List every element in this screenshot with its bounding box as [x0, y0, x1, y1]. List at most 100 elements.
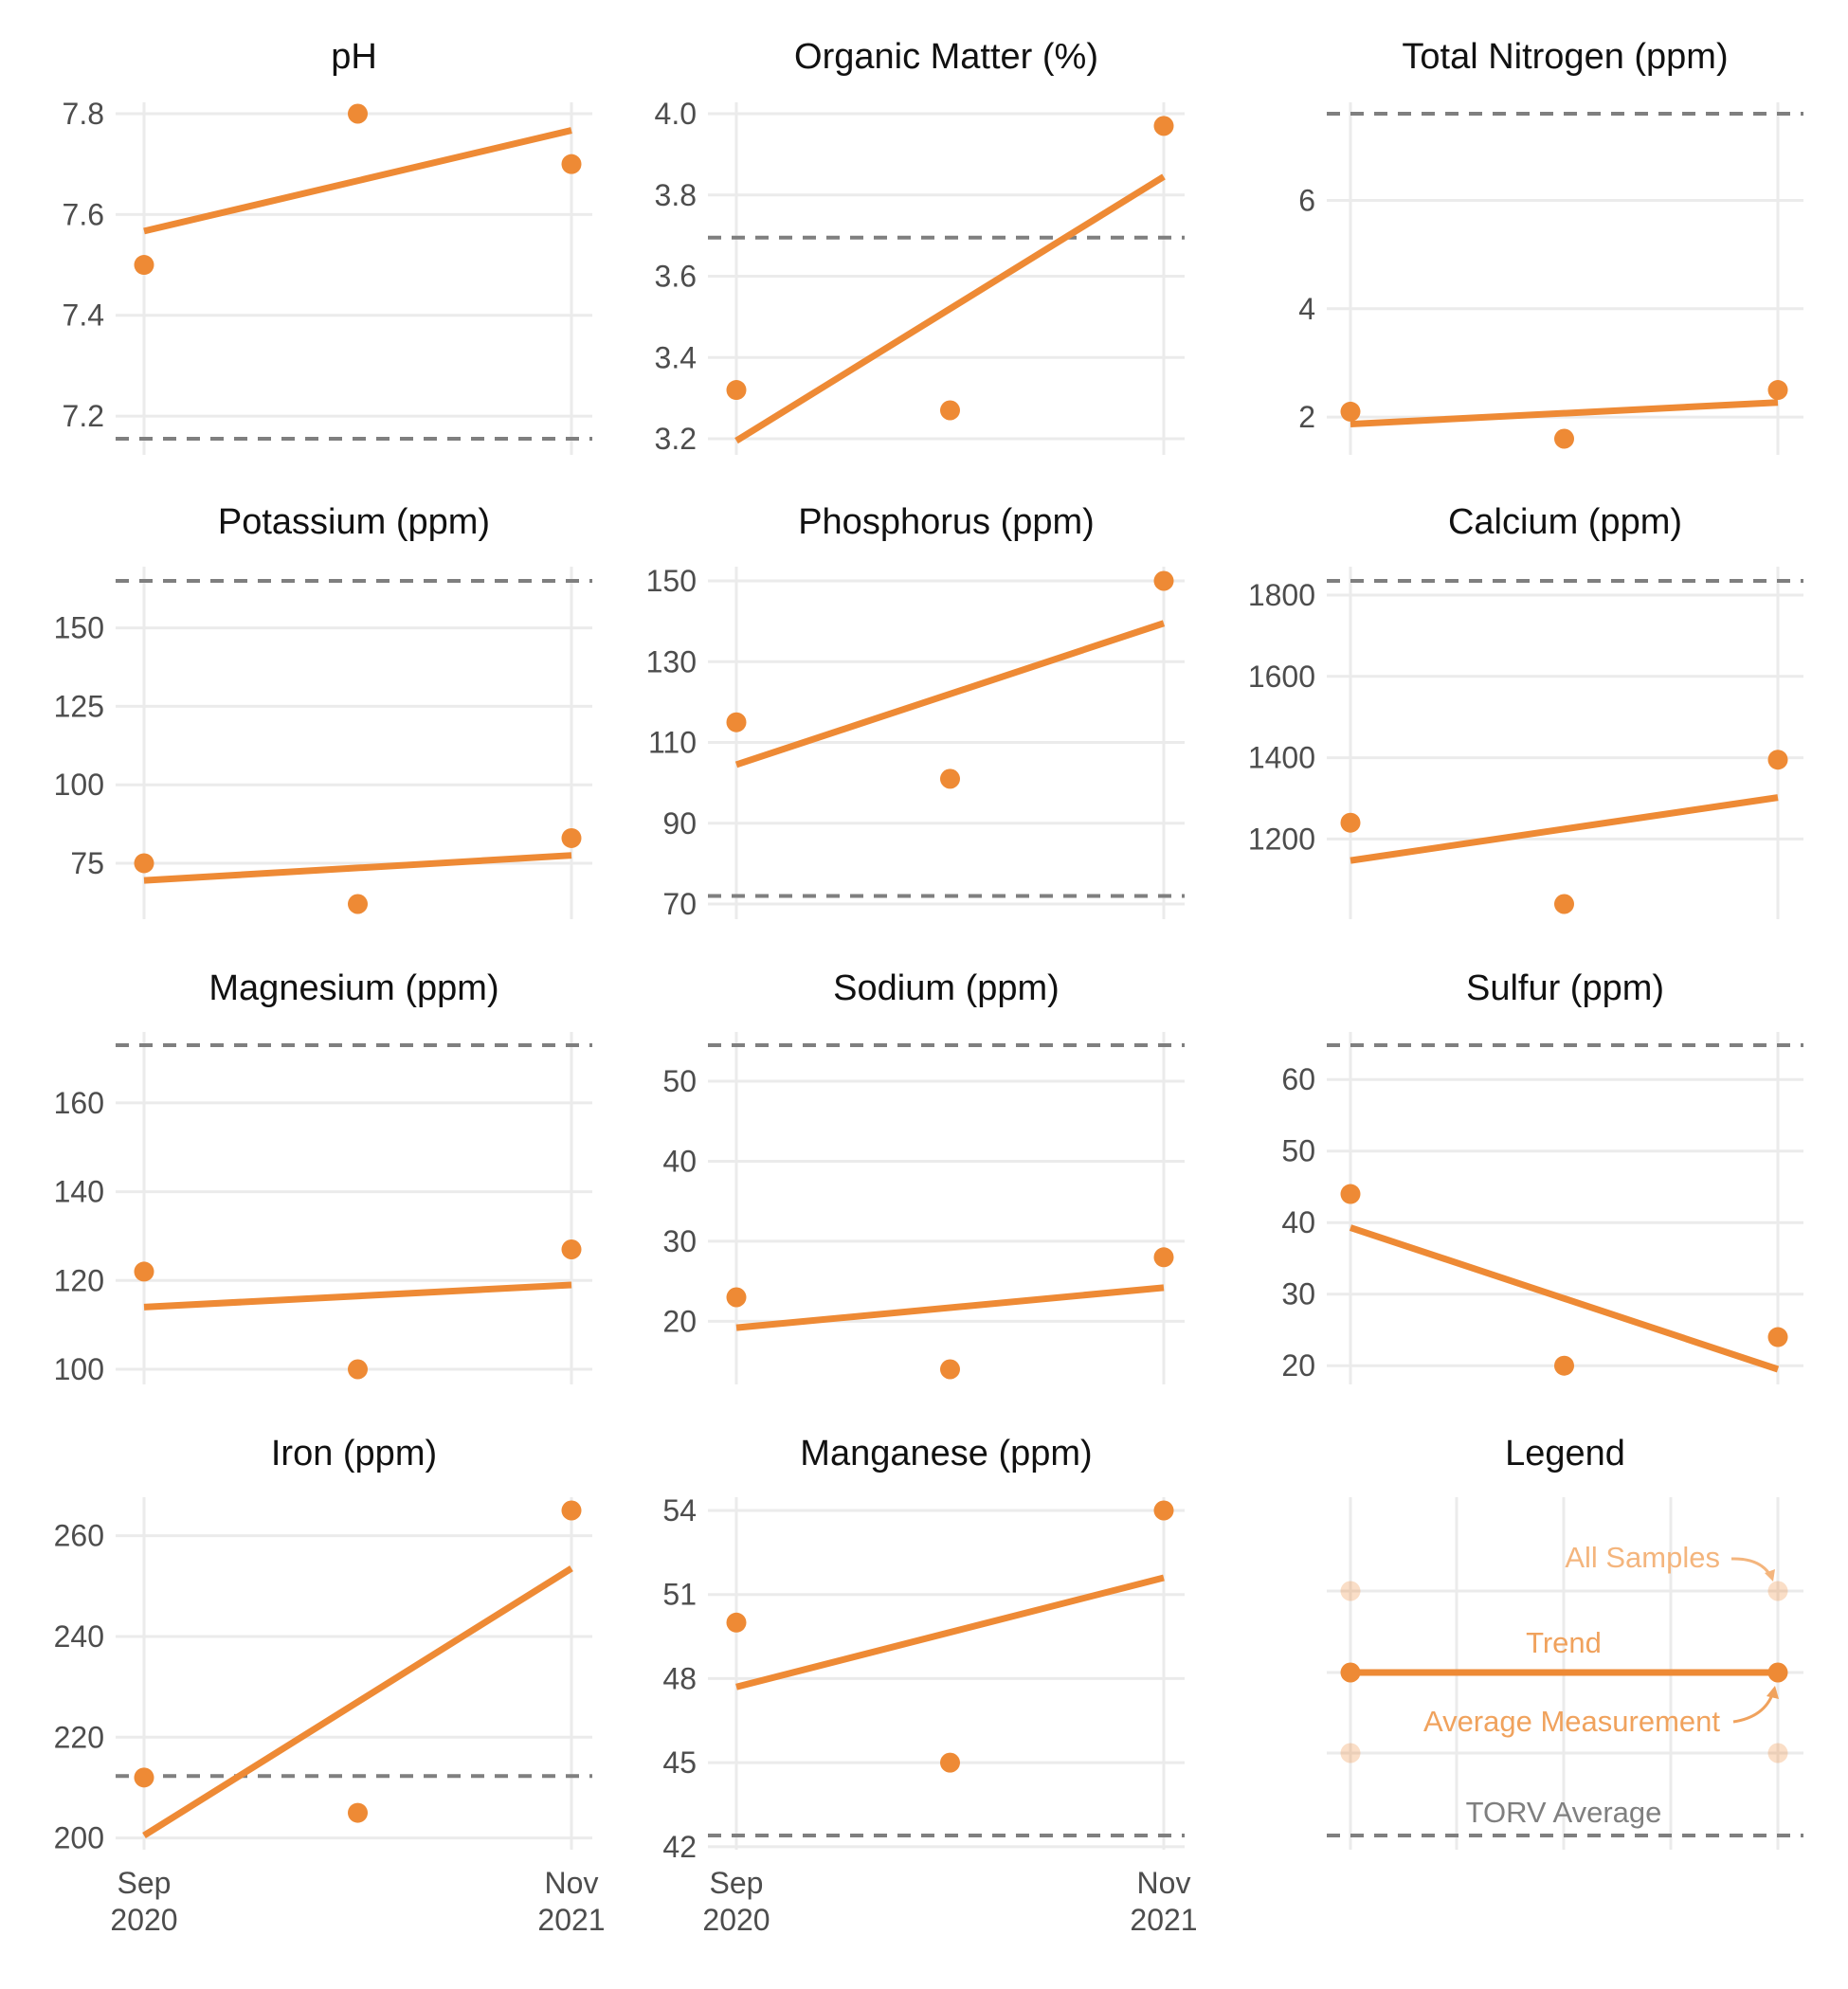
legend-arrowhead [1765, 1569, 1775, 1582]
trend-line [1350, 794, 1779, 864]
y-tick-label: 3.6 [655, 260, 697, 294]
legend-sample-point [1340, 1743, 1361, 1763]
data-point [561, 154, 582, 174]
data-point [1767, 750, 1788, 770]
y-tick-label: 125 [54, 689, 104, 723]
trend-line [735, 1574, 1165, 1691]
data-point [1767, 1327, 1788, 1347]
trend-line [143, 1281, 572, 1311]
panel-sulfur-ppm: Sulfur (ppm) 20 30 40 50 60 [1281, 968, 1803, 1384]
y-tick-label: 120 [54, 1263, 104, 1297]
y-tick-label: 42 [662, 1830, 697, 1864]
y-tick-label: 1600 [1248, 660, 1315, 694]
panel-sodium-ppm: Sodium (ppm) 20 30 40 50 [662, 968, 1185, 1384]
data-point [1554, 428, 1574, 449]
y-tick-label: 1800 [1248, 578, 1315, 612]
legend-arrowhead [1766, 1686, 1779, 1699]
legend-title: Legend [1505, 1434, 1625, 1474]
legend-sample-point [1767, 1743, 1788, 1763]
y-tick-label: 70 [662, 887, 697, 921]
y-tick-label: 4 [1298, 292, 1315, 326]
y-tick-label: 200 [54, 1821, 104, 1855]
y-tick-label: 150 [646, 564, 697, 598]
y-tick-label: 7.6 [63, 197, 104, 231]
trend-line [735, 1284, 1165, 1331]
trend-line [143, 852, 572, 884]
y-tick-label: 140 [54, 1175, 104, 1209]
y-tick-label: 3.4 [655, 340, 697, 374]
panel-calcium-ppm: Calcium (ppm) 1200 1400 1600 1800 [1248, 502, 1803, 919]
panel-title: Sodium (ppm) [833, 968, 1060, 1008]
data-point [726, 712, 747, 732]
legend-trend-label: Trend [1526, 1626, 1602, 1659]
legend-panel: Legend TORV Average Trend All Samples Averag… [1327, 1434, 1803, 1850]
y-tick-label: 100 [54, 1352, 104, 1386]
data-point [348, 103, 368, 124]
data-point [134, 1767, 154, 1788]
data-point [134, 1261, 154, 1282]
legend-sample-point [1340, 1581, 1361, 1601]
y-tick-label: 75 [70, 846, 104, 880]
panel-potassium-ppm: Potassium (ppm) 75 100 125 150 [54, 502, 592, 919]
legend-average-label: Average Measurement [1423, 1705, 1720, 1738]
y-tick-label: 7.2 [63, 399, 104, 433]
trend-line [734, 620, 1166, 768]
y-tick-label: 220 [54, 1720, 104, 1754]
trend-line [1349, 1224, 1780, 1373]
y-tick-label: 150 [54, 611, 104, 645]
trend-line [734, 173, 1166, 444]
panel-ph: pH 7.2 7.4 7.6 7.8 [63, 37, 592, 455]
y-tick-label: 7.8 [63, 97, 104, 131]
legend-average-point [1340, 1662, 1361, 1683]
data-point [1554, 894, 1574, 914]
data-point [134, 255, 154, 276]
y-tick-label: 3.8 [655, 178, 697, 212]
data-point [1153, 1500, 1174, 1521]
panel-title: Iron (ppm) [271, 1434, 437, 1474]
y-tick-label: 7.4 [63, 298, 104, 333]
y-tick-label: 260 [54, 1519, 104, 1553]
data-point [1767, 380, 1788, 401]
legend-arrow [1732, 1691, 1775, 1724]
data-point [940, 400, 960, 421]
data-point [134, 853, 154, 874]
data-point [940, 768, 960, 789]
panel-organic-matter: Organic Matter (%) 3.2 3.4 3.6 3.8 4.0 [655, 37, 1185, 456]
data-point [1153, 116, 1174, 136]
trend-line [142, 1565, 573, 1838]
x-tick-label: 2021 [1130, 1903, 1197, 1937]
trend-line [1350, 399, 1779, 428]
panel-title: Manganese (ppm) [800, 1434, 1092, 1474]
panel-phosphorus-ppm: Phosphorus (ppm) 70 90 110 130 150 [646, 502, 1185, 921]
data-point [1340, 812, 1361, 833]
data-point [940, 1359, 960, 1380]
x-tick-label: Nov [545, 1866, 599, 1900]
y-tick-label: 45 [662, 1745, 697, 1780]
legend-sample-point [1767, 1581, 1788, 1601]
y-tick-label: 48 [662, 1661, 697, 1695]
legend-torv-label: TORV Average [1466, 1796, 1662, 1829]
y-tick-label: 90 [662, 806, 697, 841]
panel-title: Potassium (ppm) [218, 502, 490, 542]
legend-all-samples-label: All Samples [1565, 1541, 1720, 1574]
panel-title: pH [331, 37, 377, 77]
panel-title: Phosphorus (ppm) [798, 502, 1095, 542]
data-point [348, 1802, 368, 1823]
y-tick-label: 130 [646, 644, 697, 678]
y-tick-label: 20 [662, 1304, 697, 1338]
y-tick-label: 240 [54, 1619, 104, 1654]
panel-magnesium-ppm: Magnesium (ppm) 100 120 140 160 [54, 968, 592, 1386]
y-tick-label: 54 [662, 1493, 697, 1528]
y-tick-label: 1400 [1248, 741, 1315, 775]
y-tick-label: 40 [1281, 1205, 1315, 1239]
data-point [940, 1752, 960, 1773]
data-point [1340, 1184, 1361, 1204]
data-point [1554, 1355, 1574, 1376]
y-tick-label: 100 [54, 768, 104, 802]
data-point [348, 894, 368, 914]
panel-title: Calcium (ppm) [1448, 502, 1682, 542]
y-tick-label: 60 [1281, 1062, 1315, 1096]
y-tick-label: 160 [54, 1086, 104, 1120]
